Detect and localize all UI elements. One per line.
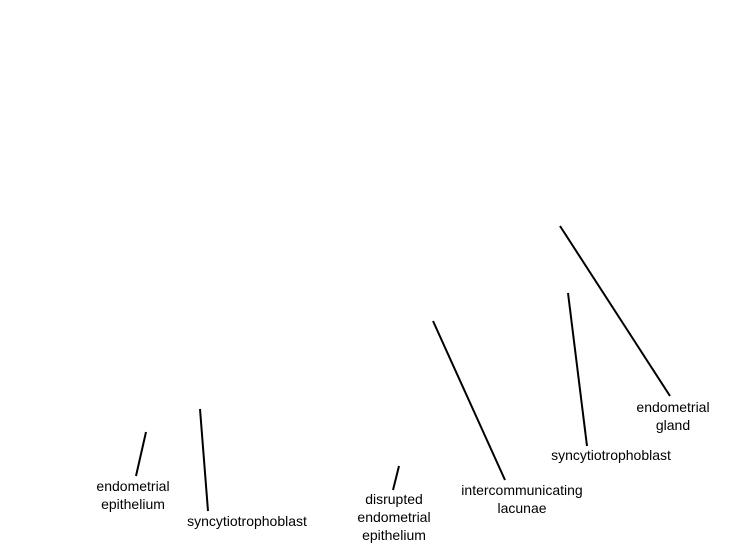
label-endometrial-epithelium: endometrial epithelium [96, 477, 169, 513]
label-disrupted-endometrial-epithelium-line-3: epithelium [362, 527, 426, 543]
syncytiotrophoblast-right-leader-line [567, 292, 588, 447]
syncytiotrophoblast-left-leader-line [199, 408, 209, 512]
label-intercommunicating-lacunae-line-2: lacunae [497, 500, 547, 516]
label-endometrial-epithelium-line-2: epithelium [101, 496, 165, 512]
intercommunicating-lacunae-leader-line [432, 320, 506, 481]
label-endometrial-gland-line-2: gland [655, 417, 691, 433]
endometrial-epithelium-leader-line [135, 431, 147, 477]
label-syncytiotrophoblast-left: syncytiotrophoblast [187, 512, 307, 530]
label-syncytiotrophoblast-right: syncytiotrophoblast [551, 446, 671, 464]
label-disrupted-endometrial-epithelium-line-2: endometrial [357, 509, 431, 525]
label-intercommunicating-lacunae: intercommunicating lacunae [461, 481, 582, 517]
label-endometrial-gland: endometrial gland [636, 398, 709, 434]
label-endometrial-gland-line-1: endometrial [636, 399, 710, 415]
label-syncytiotrophoblast-right-line-1: syncytiotrophoblast [551, 447, 671, 463]
label-disrupted-endometrial-epithelium: disrupted endometrial epithelium [357, 490, 430, 544]
label-endometrial-epithelium-line-1: endometrial [96, 478, 170, 494]
disrupted-endometrial-epithelium-leader-line [392, 465, 400, 491]
endometrial-gland-leader-line [559, 225, 671, 397]
label-disrupted-endometrial-epithelium-line-1: disrupted [365, 491, 423, 507]
label-syncytiotrophoblast-left-line-1: syncytiotrophoblast [187, 513, 307, 529]
label-intercommunicating-lacunae-line-1: intercommunicating [461, 482, 583, 498]
